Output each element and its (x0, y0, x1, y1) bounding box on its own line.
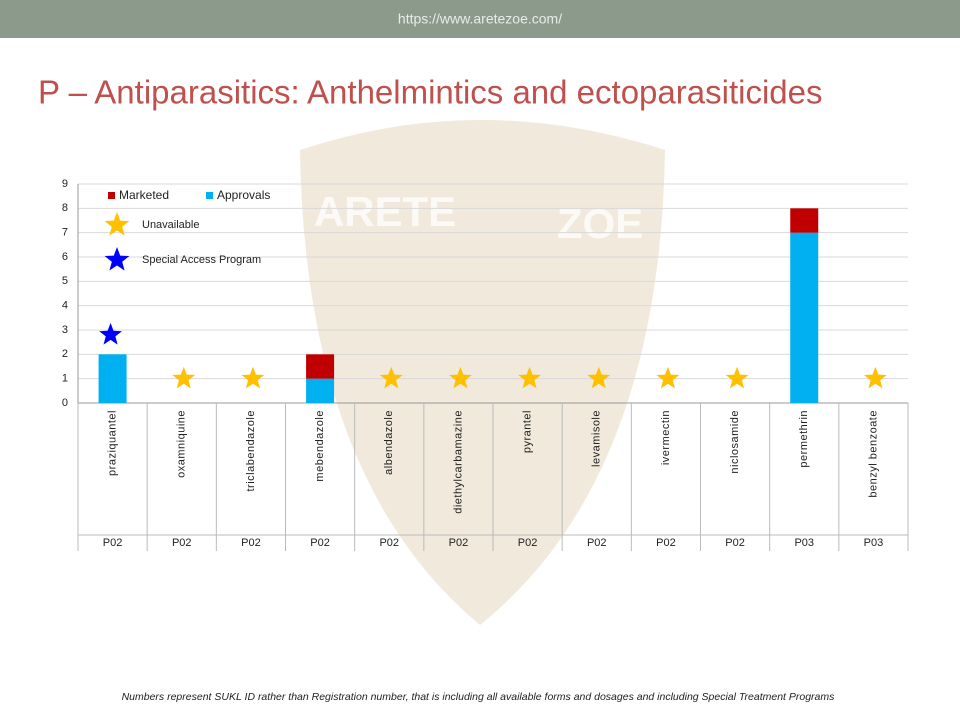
watermark-text: ZOE (557, 200, 643, 247)
group-label: P03 (794, 537, 814, 549)
bar-segment (790, 208, 819, 233)
y-tick-label: 0 (62, 397, 68, 409)
star-marker (864, 366, 887, 389)
x-tick-label: oxamniquine (176, 410, 188, 478)
x-tick-label: triclabendazole (245, 410, 257, 492)
legend-label: Unavailable (142, 219, 199, 231)
y-tick-label: 6 (62, 251, 68, 263)
x-tick-label: praziquantel (106, 410, 118, 476)
x-tick-label: niclosamide (729, 410, 741, 474)
star-marker (99, 322, 122, 345)
y-tick-label: 4 (62, 300, 68, 312)
star-marker (656, 366, 680, 389)
chart: 0 1 2 3 4 5 6 7 8 9 praziquantel P02 oxamniquine P02 t… (62, 178, 909, 551)
star-marker (725, 366, 749, 389)
x-tick-label: ivermectin (660, 410, 672, 465)
x-tick-label: levamisole (591, 410, 603, 467)
bar-segment (306, 354, 335, 379)
legend-swatch (108, 192, 115, 199)
star-marker (241, 366, 265, 389)
group-label: P02 (449, 537, 469, 549)
footnote: Numbers represent SUKL ID rather than Re… (122, 691, 836, 703)
chart-title: P – Antiparasitics: Anthelmintics and ec… (38, 74, 822, 111)
watermark-shield (300, 120, 665, 625)
x-tick-label: pyrantel (521, 410, 533, 453)
group-label: P02 (310, 537, 330, 549)
y-tick-label: 8 (62, 202, 68, 214)
x-tick-label: albendazole (383, 410, 395, 475)
y-tick-label: 9 (62, 178, 68, 190)
group-label: P02 (656, 537, 676, 549)
legend-label: Marketed (119, 188, 169, 202)
x-tick-label: diethylcarbamazine (452, 410, 464, 514)
y-tick-label: 2 (62, 348, 68, 360)
header-url: https://www.aretezoe.com/ (398, 11, 562, 27)
legend-label: Special Access Program (142, 254, 261, 266)
star-marker (449, 366, 472, 389)
bar-segment (306, 378, 335, 403)
bar-segment (98, 354, 127, 403)
legend-label: Approvals (217, 188, 270, 202)
star-marker (587, 366, 611, 389)
y-tick-label: 3 (62, 324, 68, 336)
watermark-text: ARETE (314, 188, 456, 235)
bar-segment (790, 232, 819, 403)
x-tick-label: permethrin (798, 410, 810, 468)
legend-star (104, 212, 130, 236)
x-tick-label: mebendazole (314, 410, 326, 482)
star-marker (518, 366, 541, 389)
group-label: P03 (864, 537, 884, 549)
legend-swatch (206, 192, 213, 199)
star-marker (172, 366, 196, 389)
star-marker (379, 366, 403, 389)
y-tick-label: 5 (62, 275, 68, 287)
group-label: P02 (518, 537, 538, 549)
group-label: P02 (379, 537, 399, 549)
y-tick-label: 7 (62, 227, 68, 239)
group-label: P02 (103, 537, 123, 549)
group-label: P02 (587, 537, 607, 549)
header-bar (0, 0, 960, 38)
x-tick-label: benzyl benzoate (867, 410, 879, 498)
y-tick-label: 1 (62, 373, 68, 385)
group-label: P02 (241, 537, 261, 549)
group-label: P02 (725, 537, 745, 549)
legend-star (104, 247, 130, 271)
group-label: P02 (172, 537, 192, 549)
